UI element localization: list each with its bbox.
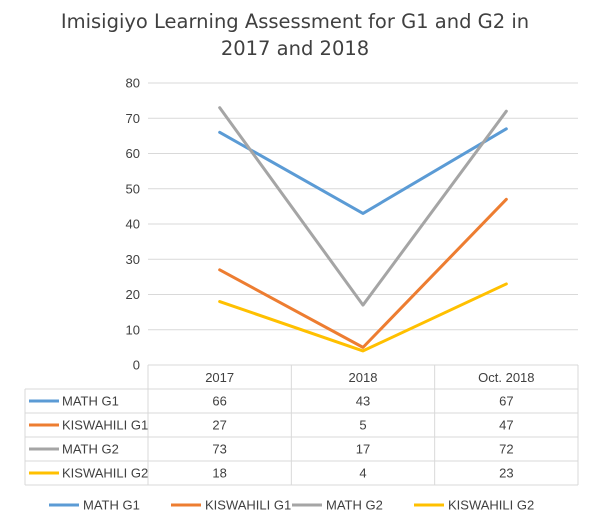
table-cell-value: 5 (359, 418, 366, 433)
y-axis-tick-labels: 0 10 20 30 40 50 60 70 80 (126, 76, 140, 373)
series-line (218, 106, 508, 307)
y-tick-label: 10 (126, 322, 140, 337)
table-series-label: KISWAHILI G2 (62, 466, 148, 481)
legend: MATH G1 KISWAHILI G1 MATH G2 KISWAHILI G2 (49, 498, 534, 513)
table-cell-value: 18 (212, 466, 226, 481)
y-tick-label: 70 (126, 111, 140, 126)
y-tick-label: 80 (126, 76, 140, 91)
y-tick-label: 60 (126, 146, 140, 161)
series-line (218, 282, 508, 353)
table-series-label: MATH G1 (62, 394, 119, 409)
y-tick-label: 0 (133, 358, 140, 373)
legend-label: KISWAHILI G2 (448, 498, 534, 513)
table-cell-value: 4 (359, 466, 366, 481)
series-lines (218, 106, 508, 353)
y-tick-label: 50 (126, 181, 140, 196)
chart-title-line-1: Imisigiyo Learning Assessment for G1 and… (60, 10, 530, 33)
gridlines (148, 82, 578, 331)
table-cell-value: 23 (499, 466, 513, 481)
category-label: Oct. 2018 (478, 370, 534, 385)
category-label: 2017 (205, 370, 234, 385)
table-cell-value: 47 (499, 418, 513, 433)
series-line (218, 127, 508, 215)
table-series-label: KISWAHILI G1 (62, 418, 148, 433)
table-cell-value: 17 (356, 442, 370, 457)
table-series-label: MATH G2 (62, 442, 119, 457)
y-tick-label: 20 (126, 287, 140, 302)
legend-label: MATH G1 (83, 498, 140, 513)
category-label: 2018 (349, 370, 378, 385)
chart-title-line-2: 2017 and 2018 (220, 37, 370, 60)
data-table: 2017 2018 Oct. 2018 MATH G1 66 43 67 KISWAHILI … (24, 364, 579, 486)
table-cell-value: 73 (212, 442, 226, 457)
table-cell-value: 27 (212, 418, 226, 433)
y-tick-label: 30 (126, 252, 140, 267)
legend-label: KISWAHILI G1 (205, 498, 291, 513)
legend-label: MATH G2 (326, 498, 383, 513)
table-cell-value: 67 (499, 394, 513, 409)
y-tick-label: 40 (126, 217, 140, 232)
table-cell-value: 66 (212, 394, 226, 409)
table-cell-value: 72 (499, 442, 513, 457)
series-line (218, 197, 508, 349)
table-cell-value: 43 (356, 394, 370, 409)
